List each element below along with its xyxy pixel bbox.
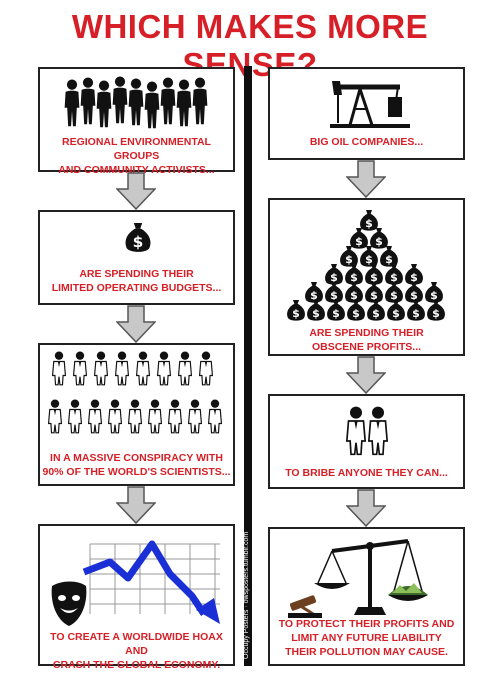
two-scientists-icon bbox=[346, 406, 390, 458]
caption-line: TO BRIBE ANYONE THEY CAN... bbox=[270, 466, 463, 480]
pile-of-money-bags-icon bbox=[284, 206, 454, 324]
caption-line: 90% OF THE WORLD'S SCIENTISTS... bbox=[40, 465, 233, 479]
down-arrow-icon bbox=[116, 305, 156, 343]
theater-mask-icon bbox=[48, 580, 90, 630]
caption-line: THEIR POLLUTION MAY CAUSE. bbox=[270, 645, 463, 659]
right-card-3: TO BRIBE ANYONE THEY CAN... bbox=[268, 394, 465, 489]
down-arrow-icon bbox=[346, 356, 386, 394]
caption-line: TO PROTECT THEIR PROFITS AND bbox=[270, 617, 463, 631]
right-card-1: BIG OIL COMPANIES... bbox=[268, 67, 465, 160]
falling-chart-icon bbox=[80, 534, 230, 626]
right-card-2: ARE SPENDING THEIR OBSCENE PROFITS... bbox=[268, 198, 465, 356]
scientists-crowd-icon bbox=[48, 349, 228, 449]
scales-of-justice-icon bbox=[288, 537, 448, 619]
left-card-4: TO CREATE A WORLDWIDE HOAX AND CRASH THE… bbox=[38, 524, 235, 666]
caption-line: TO CREATE A WORLDWIDE HOAX AND bbox=[40, 630, 233, 658]
money-bag-icon bbox=[124, 220, 152, 254]
down-arrow-icon bbox=[116, 486, 156, 524]
caption-line: LIMIT ANY FUTURE LIABILITY bbox=[270, 631, 463, 645]
caption-line: REGIONAL ENVIRONMENTAL GROUPS bbox=[40, 135, 233, 163]
down-arrow-icon bbox=[346, 160, 386, 198]
caption-line: CRASH THE GLOBAL ECONOMY. bbox=[40, 658, 233, 672]
caption-line: BIG OIL COMPANIES... bbox=[270, 135, 463, 149]
caption-line: OBSCENE PROFITS... bbox=[270, 340, 463, 354]
left-card-3: IN A MASSIVE CONSPIRACY WITH 90% OF THE … bbox=[38, 343, 235, 486]
caption-line: ARE SPENDING THEIR bbox=[40, 267, 233, 281]
crowd-of-people-icon bbox=[62, 75, 212, 133]
left-card-1: REGIONAL ENVIRONMENTAL GROUPS AND COMMUN… bbox=[38, 67, 235, 172]
side-credit: Occupy Posters · owsposters.tumblr.com bbox=[243, 530, 253, 660]
caption-line: LIMITED OPERATING BUDGETS... bbox=[40, 281, 233, 295]
down-arrow-icon bbox=[346, 489, 386, 527]
left-card-2: ARE SPENDING THEIR LIMITED OPERATING BUD… bbox=[38, 210, 235, 305]
caption-line: IN A MASSIVE CONSPIRACY WITH bbox=[40, 451, 233, 465]
caption-line: ARE SPENDING THEIR bbox=[270, 326, 463, 340]
right-card-4: TO PROTECT THEIR PROFITS AND LIMIT ANY F… bbox=[268, 527, 465, 666]
down-arrow-icon bbox=[116, 172, 156, 210]
oil-pump-jack-icon bbox=[330, 79, 410, 129]
